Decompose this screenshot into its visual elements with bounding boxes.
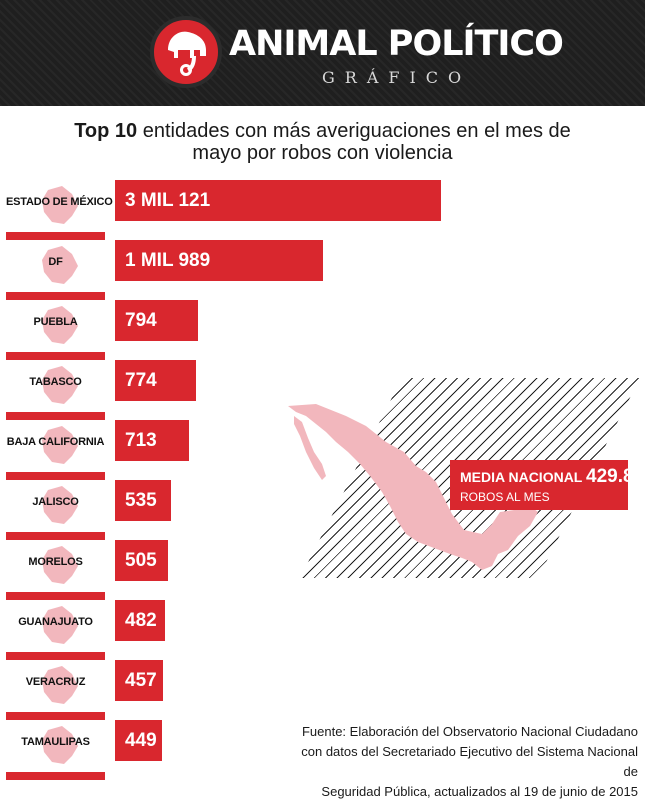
elephant-icon (168, 31, 206, 76)
chart-title-bold: Top 10 (74, 120, 138, 142)
data-label: 482 (125, 610, 157, 631)
state-shape-icon (38, 724, 82, 768)
brand-subtitle: GRÁFICO (322, 68, 472, 87)
bar-row: ESTADO DE MÉXICO 3 MIL 121 (0, 180, 645, 240)
bar-row: JALISCO 535 (0, 480, 645, 540)
row-separator (6, 592, 105, 600)
data-label: 774 (125, 370, 157, 391)
bar (115, 180, 441, 221)
bar-row: MORELOS 505 (0, 540, 645, 600)
state-shape-icon (38, 304, 82, 348)
bar (115, 540, 168, 581)
row-separator (6, 532, 105, 540)
category-label: ESTADO DE MÉXICO (6, 196, 113, 208)
data-label: 535 (125, 490, 157, 511)
source-note: Fuente: Elaboración del Observatorio Nac… (290, 722, 638, 802)
bar (115, 360, 196, 401)
data-label: 3 MIL 121 (125, 190, 211, 211)
mexico-map-icon (288, 404, 538, 570)
national-average-sublabel: ROBOS AL MES (460, 490, 550, 504)
state-shape-icon (38, 244, 82, 288)
bar-row: TABASCO 774 (0, 360, 645, 420)
data-label: 505 (125, 550, 157, 571)
national-average-box: MEDIA NACIONAL 429.8 ROBOS AL MES (450, 460, 634, 510)
data-label: 713 (125, 430, 157, 451)
bar (115, 720, 162, 761)
row-separator (6, 472, 105, 480)
row-separator (6, 292, 105, 300)
national-average-label: MEDIA NACIONAL (460, 469, 583, 485)
state-shape-icon (38, 664, 82, 708)
row-separator (6, 772, 105, 780)
bar-row: DF 1 MIL 989 (0, 240, 645, 300)
category-label: TAMAULIPAS (21, 736, 90, 748)
state-shape-icon (38, 484, 82, 528)
category-label: DF (48, 256, 63, 268)
bar-row: TAMAULIPAS 449 (0, 720, 645, 780)
data-label: 794 (125, 310, 157, 331)
state-shape-icon (38, 424, 82, 468)
row-separator (6, 712, 105, 720)
chart-title: Top 10 entidades con más averiguaciones … (60, 120, 585, 164)
category-label: VERACRUZ (25, 676, 86, 688)
header-banner: ANIMAL POLÍTICO GRÁFICO (0, 0, 645, 106)
bar-row: BAJA CALIFORNIA 713 (0, 420, 645, 480)
national-average-title: MEDIA NACIONAL 429.8 (460, 466, 634, 487)
source-line: Seguridad Pública, actualizados al 19 de… (321, 784, 638, 799)
category-label: JALISCO (32, 496, 79, 508)
bar (115, 600, 166, 641)
category-label: MORELOS (28, 556, 83, 568)
bar (115, 240, 323, 281)
state-shape-icon (38, 604, 82, 648)
row-separator (6, 352, 105, 360)
data-label: 449 (125, 730, 157, 751)
category-label: GUANAJUATO (18, 616, 93, 628)
bar-row: PUEBLA 794 (0, 300, 645, 360)
bar (115, 660, 163, 701)
data-label: 1 MIL 989 (125, 250, 211, 271)
state-shape-icon (38, 544, 82, 588)
category-label: PUEBLA (33, 316, 78, 328)
national-average-value: 429.8 (586, 466, 634, 487)
bar (115, 480, 171, 521)
category-label: BAJA CALIFORNIA (6, 436, 105, 448)
chart-title-rest: entidades con más averiguaciones en el m… (142, 120, 571, 164)
data-label: 457 (125, 670, 157, 691)
bar-row: VERACRUZ 457 (0, 660, 645, 720)
bar (115, 300, 198, 341)
row-separator (6, 412, 105, 420)
logo (150, 16, 222, 88)
brand-name: ANIMAL POLÍTICO (229, 24, 564, 64)
bar-row: GUANAJUATO 482 (0, 600, 645, 660)
state-shape-icon (38, 184, 82, 228)
category-label: TABASCO (29, 376, 82, 388)
row-separator (6, 652, 105, 660)
source-line: Fuente: Elaboración del Observatorio Nac… (301, 724, 638, 739)
state-shape-icon (38, 364, 82, 408)
source-line: con datos del Secretariado Ejecutivo del… (301, 744, 638, 779)
bar (115, 420, 190, 461)
row-separator (6, 232, 105, 240)
